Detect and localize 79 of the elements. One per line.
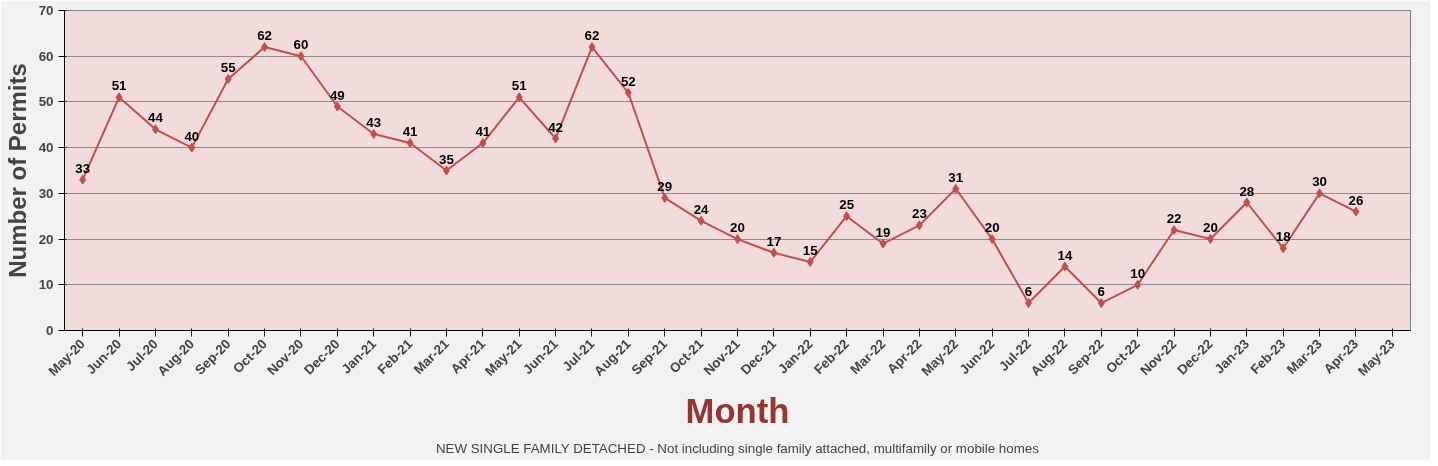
point <box>224 74 232 85</box>
data-label: 17 <box>766 233 782 249</box>
data-label: 51 <box>511 78 528 94</box>
point <box>297 51 305 62</box>
y-tick-label: 30 <box>38 185 54 201</box>
point <box>333 101 341 112</box>
point <box>1352 206 1360 217</box>
data-label: 43 <box>366 114 382 130</box>
data-label: 28 <box>1239 183 1255 199</box>
data-label: 6 <box>1097 284 1105 300</box>
point <box>1170 224 1178 235</box>
y-tick-label: 0 <box>46 323 54 338</box>
data-label: 62 <box>584 28 600 44</box>
point <box>151 124 159 135</box>
data-label: 22 <box>1166 210 1182 226</box>
point <box>1025 298 1033 309</box>
y-tick-label: 70 <box>38 3 54 18</box>
point <box>406 138 414 149</box>
point <box>770 247 778 258</box>
data-label: 41 <box>475 124 491 140</box>
point <box>1316 188 1324 199</box>
point <box>370 128 378 139</box>
data-label: 14 <box>1057 247 1073 263</box>
point <box>1243 197 1251 208</box>
data-label: 31 <box>948 169 964 185</box>
point <box>1279 243 1287 254</box>
point <box>1061 261 1069 272</box>
data-label: 60 <box>293 37 309 53</box>
point <box>79 174 87 185</box>
y-tick-label: 50 <box>38 94 54 110</box>
point <box>1206 234 1214 245</box>
data-label: 35 <box>439 151 455 167</box>
point <box>442 165 450 176</box>
data-label: 30 <box>1312 174 1327 190</box>
y-tick-label: 40 <box>38 140 54 156</box>
data-label: 49 <box>329 87 345 103</box>
y-tick-label: 20 <box>38 231 54 247</box>
data-label: 40 <box>184 128 200 144</box>
y-tick-label: 10 <box>38 277 54 293</box>
data-label: 18 <box>1275 229 1291 245</box>
text: NEW SINGLE FAMILY DETACHED - Not including single family attached, multifamily or mobile homes <box>435 440 1040 456</box>
point <box>188 142 196 153</box>
point <box>552 133 560 144</box>
point <box>952 183 960 194</box>
point <box>261 42 269 53</box>
data-label: 41 <box>402 124 419 140</box>
data-label: 44 <box>148 110 164 126</box>
data-label: 62 <box>257 28 272 44</box>
point <box>515 92 523 103</box>
point <box>843 211 851 222</box>
data-label: 10 <box>1130 265 1146 281</box>
data-label: 52 <box>620 73 636 89</box>
data-label: 19 <box>875 224 891 240</box>
point <box>479 138 487 149</box>
data-label: 51 <box>111 78 128 94</box>
point <box>588 42 596 53</box>
data-label: 26 <box>1348 192 1364 208</box>
data-label: 23 <box>911 206 927 222</box>
data-label: 6 <box>1024 284 1033 300</box>
point <box>915 220 923 231</box>
data-label: 20 <box>984 220 1000 236</box>
point <box>879 238 887 249</box>
point <box>1097 298 1105 309</box>
point <box>697 215 705 226</box>
point <box>115 92 123 103</box>
data-label: 20 <box>1203 220 1218 236</box>
data-label: 55 <box>220 60 237 76</box>
data-label: 24 <box>693 201 710 217</box>
data-label: 15 <box>802 242 819 258</box>
point <box>661 192 669 203</box>
y-axis-title: Number of Permits <box>3 63 31 278</box>
x-axis-title: Month <box>685 392 790 431</box>
point <box>1134 279 1142 290</box>
point <box>988 234 996 245</box>
point <box>624 87 632 98</box>
point <box>806 256 814 267</box>
data-label: 25 <box>839 197 855 213</box>
data-label: 20 <box>730 220 745 236</box>
y-tick-label: 60 <box>38 48 54 64</box>
